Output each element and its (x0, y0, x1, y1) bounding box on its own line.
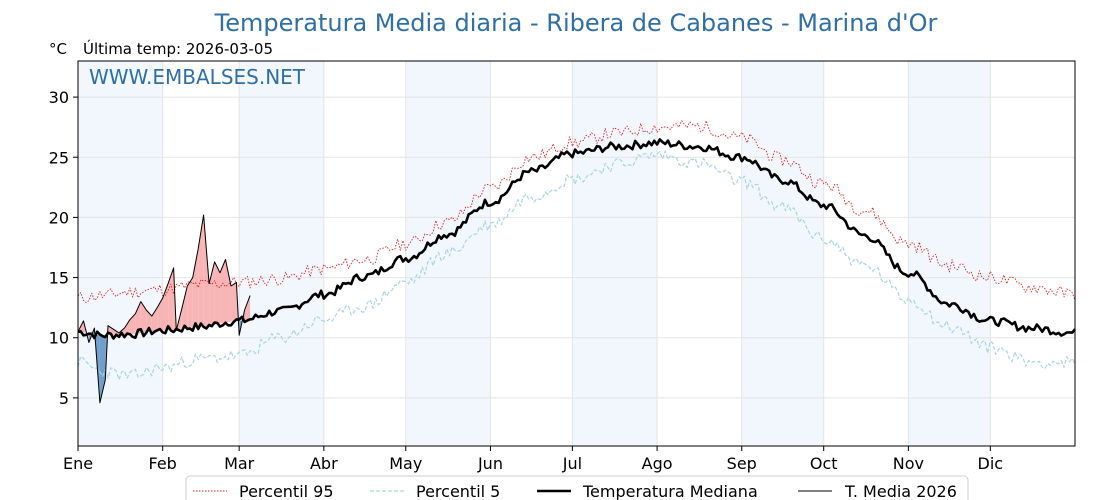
watermark: WWW.EMBALSES.NET (89, 65, 306, 89)
x-tick-label: Sep (727, 454, 757, 473)
anomaly-above-fill (203, 215, 210, 327)
legend: Percentil 95 Percentil 5 Temperatura Med… (185, 475, 969, 500)
legend-label-median: Temperatura Mediana (582, 482, 758, 500)
anomaly-above-fill (214, 261, 221, 325)
anomaly-above-fill (209, 261, 215, 326)
x-tick-label: Nov (893, 454, 924, 473)
x-axis: Ene Feb Mar Abr May Jun Jul Ago Sep Oct Nov Dic (63, 446, 1003, 473)
series-line-2026 (77, 214, 251, 404)
month-band (572, 61, 658, 446)
unit-label: °C (49, 40, 67, 58)
series-line-p95 (77, 120, 1076, 304)
y-tick-label: 20 (49, 208, 69, 227)
y-tick-label: 25 (49, 148, 69, 167)
x-tick-label: Dic (978, 454, 1004, 473)
anomaly-above-fill (244, 295, 251, 321)
plot-frame (77, 60, 1076, 447)
anomaly-above-fill (135, 301, 141, 334)
anomaly-above-fill (192, 248, 199, 328)
series-lines (77, 120, 1077, 404)
anomaly-above-fill (124, 319, 130, 335)
x-tick-label: May (389, 454, 422, 473)
legend-label-p95: Percentil 95 (239, 482, 334, 500)
y-axis: 5 10 15 20 25 30 (49, 88, 78, 408)
anomaly-above-fill (168, 267, 174, 331)
legend-label-p5: Percentil 5 (416, 482, 500, 500)
month-band (908, 61, 991, 446)
y-tick-label: 5 (59, 389, 69, 408)
x-tick-label: Jul (562, 454, 582, 473)
x-tick-label: Ene (63, 454, 93, 473)
anomaly-above-fill (140, 301, 147, 334)
x-tick-label: Oct (810, 454, 838, 473)
x-tick-label: Mar (224, 454, 255, 473)
x-tick-label: Feb (149, 454, 177, 473)
anomaly-above-fill (146, 310, 152, 333)
grid-lines (77, 61, 1075, 446)
anomaly-above-fill (151, 307, 158, 332)
x-tick-label: Ago (642, 454, 673, 473)
legend-box (185, 475, 969, 500)
plot-background (78, 61, 991, 446)
anomaly-above-fill (181, 285, 188, 329)
last-temp-label: Última temp: 2026-03-05 (83, 39, 273, 58)
anomaly-above-fill (220, 259, 226, 324)
month-band (239, 61, 324, 446)
y-tick-label: 15 (49, 269, 69, 288)
anomaly-above-fill (225, 259, 231, 323)
month-band (741, 61, 824, 446)
y-tick-label: 30 (49, 88, 69, 107)
y-tick-label: 10 (49, 329, 69, 348)
anomaly-above-fill (230, 282, 237, 322)
month-band (78, 61, 163, 446)
x-tick-label: Abr (310, 454, 338, 473)
anomaly-below-fill (99, 335, 106, 403)
series-line-p5 (77, 150, 1076, 381)
x-tick-label: Jun (477, 454, 503, 473)
chart-title: Temperatura Media diaria - Ribera de Cab… (214, 9, 938, 37)
series-line-median (77, 138, 1077, 340)
anomaly-above-fill (187, 277, 193, 328)
legend-label-2026: T. Media 2026 (844, 482, 957, 500)
